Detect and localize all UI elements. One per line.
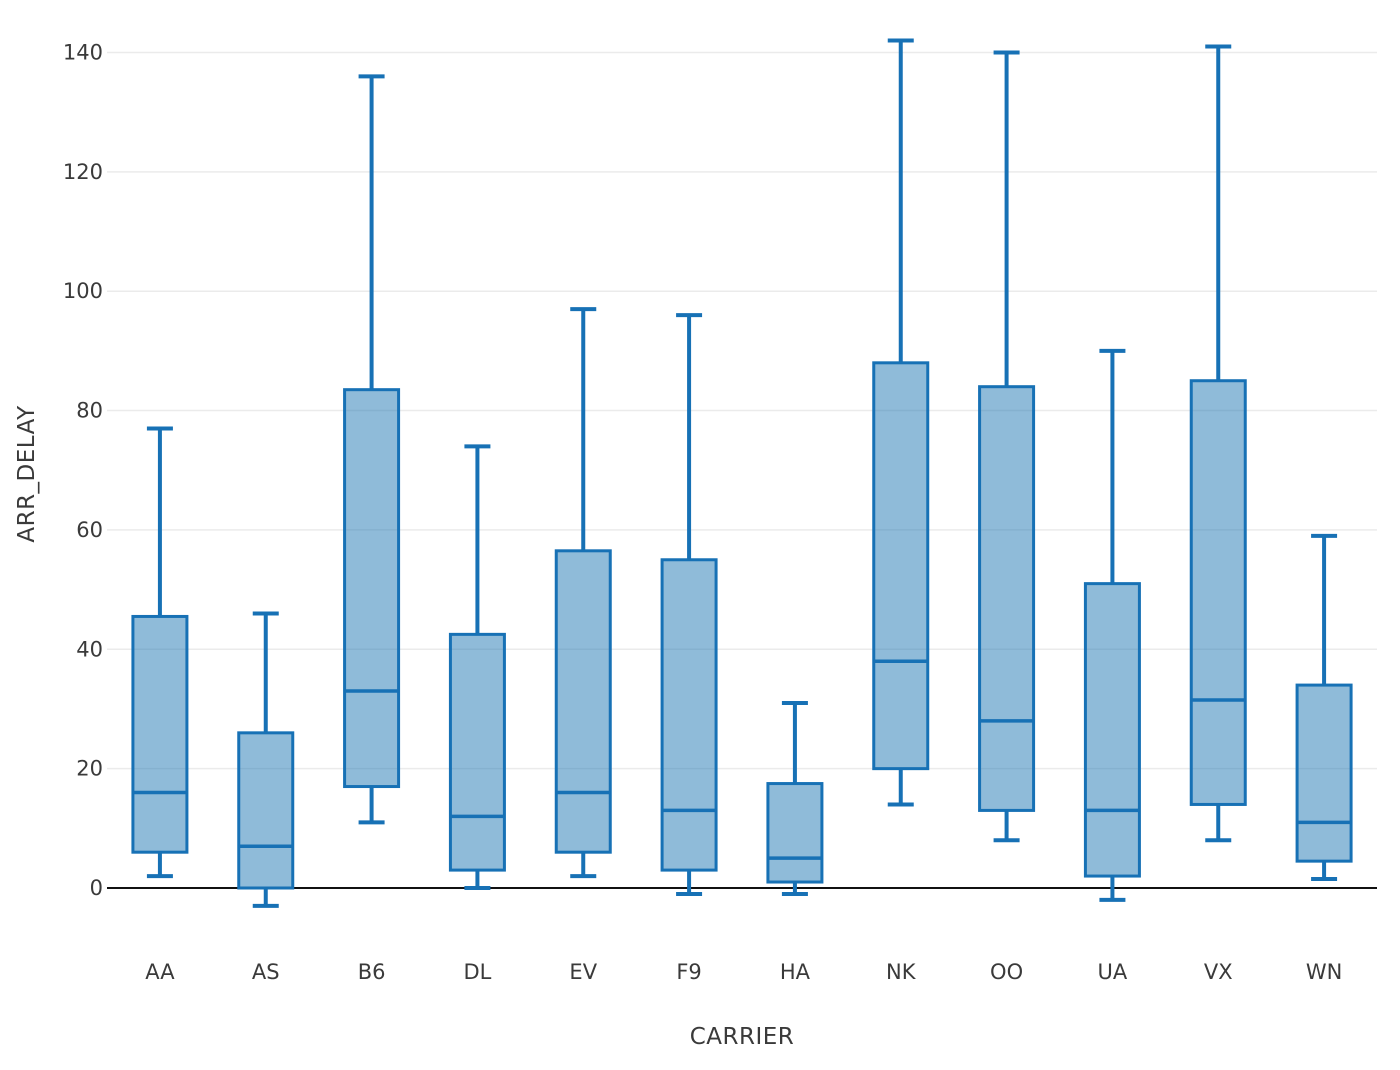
y-tick-label-60: 60 bbox=[76, 518, 103, 542]
iqr-box bbox=[978, 385, 1036, 812]
x-tick-label-VX: VX bbox=[1204, 960, 1233, 984]
iqr-box bbox=[448, 632, 506, 872]
box-EV bbox=[554, 307, 612, 879]
box-DL bbox=[448, 444, 506, 890]
x-tick-label-DL: DL bbox=[463, 960, 491, 984]
box-VX bbox=[1189, 44, 1247, 843]
x-tick-label-WN: WN bbox=[1306, 960, 1342, 984]
box-OO bbox=[978, 50, 1036, 843]
box-NK bbox=[872, 38, 930, 807]
box-AS bbox=[237, 611, 295, 908]
y-tick-label-80: 80 bbox=[76, 399, 103, 423]
iqr-box bbox=[872, 361, 930, 771]
y-tick-label-20: 20 bbox=[76, 757, 103, 781]
x-tick-label-AA: AA bbox=[145, 960, 175, 984]
x-axis-title: CARRIER bbox=[689, 1024, 795, 1050]
box-B6 bbox=[343, 74, 401, 825]
iqr-box bbox=[554, 549, 612, 854]
box-WN bbox=[1295, 533, 1353, 882]
x-tick-label-UA: UA bbox=[1098, 960, 1128, 984]
y-tick-label-120: 120 bbox=[63, 160, 103, 184]
y-tick-label-0: 0 bbox=[90, 876, 103, 900]
y-axis-title: ARR_DELAY bbox=[14, 405, 40, 543]
iqr-box bbox=[1189, 379, 1247, 806]
iqr-box bbox=[1083, 582, 1141, 878]
y-tick-label-40: 40 bbox=[76, 637, 103, 661]
iqr-box bbox=[343, 388, 401, 789]
iqr-box bbox=[131, 614, 189, 854]
x-tick-label-OO: OO bbox=[990, 960, 1023, 984]
y-tick-label-140: 140 bbox=[63, 40, 103, 64]
box-HA bbox=[766, 700, 824, 896]
iqr-box bbox=[237, 731, 295, 890]
x-tick-label-F9: F9 bbox=[676, 960, 701, 984]
x-tick-label-AS: AS bbox=[252, 960, 280, 984]
x-tick-label-B6: B6 bbox=[358, 960, 386, 984]
x-tick-label-NK: NK bbox=[886, 960, 917, 984]
iqr-box bbox=[1295, 683, 1353, 863]
iqr-box bbox=[660, 558, 718, 872]
box-AA bbox=[131, 426, 189, 879]
box-UA bbox=[1083, 348, 1141, 902]
x-tick-label-EV: EV bbox=[569, 960, 597, 984]
y-tick-label-100: 100 bbox=[63, 279, 103, 303]
iqr-box bbox=[766, 782, 824, 884]
box-F9 bbox=[660, 313, 718, 896]
x-tick-label-HA: HA bbox=[780, 960, 811, 984]
